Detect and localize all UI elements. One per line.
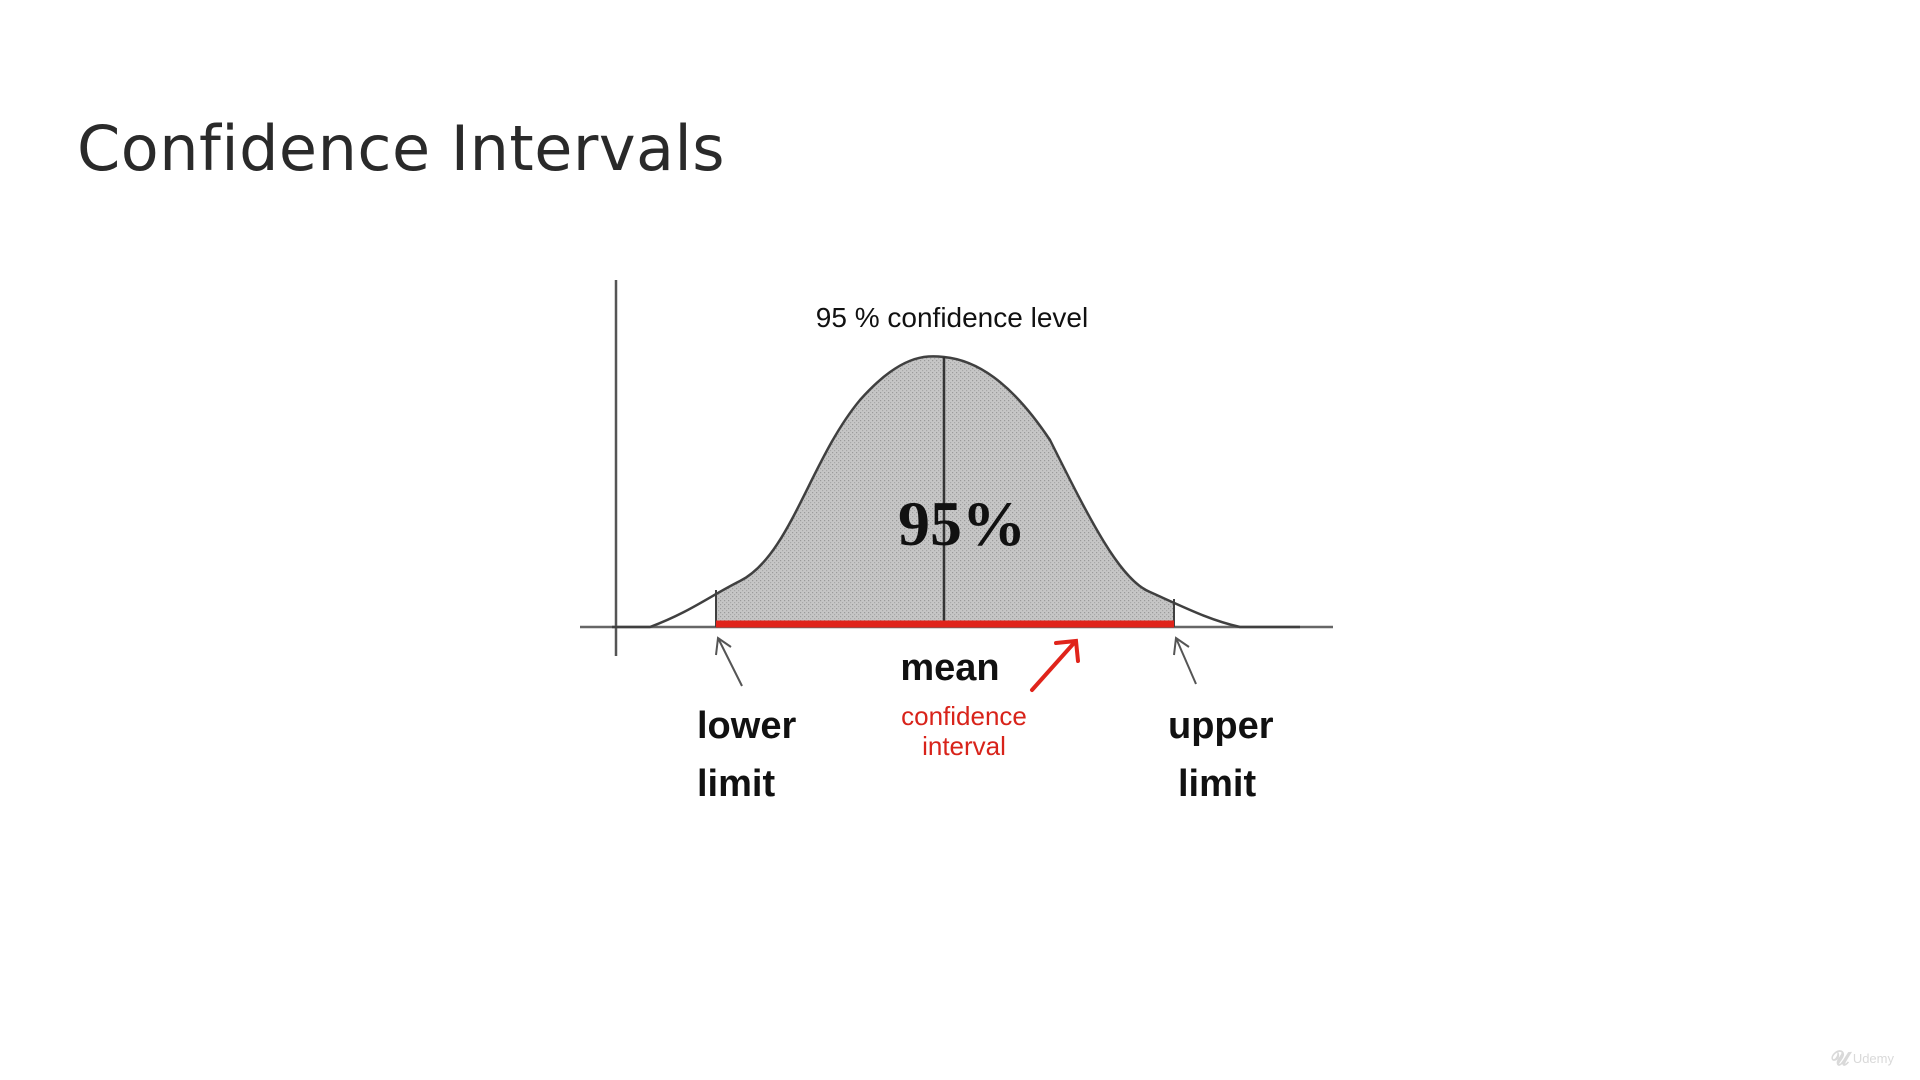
mean-label: mean — [900, 647, 999, 689]
lower-limit-label-line1: lower — [697, 705, 796, 747]
upper-limit-arrow — [1173, 636, 1197, 685]
watermark-text: Udemy — [1852, 1050, 1894, 1066]
bell-curve — [612, 355, 1300, 629]
udemy-watermark: 𝓤 Udemy — [1831, 1046, 1894, 1070]
upper-limit-label-line1: upper — [1168, 705, 1274, 747]
interval-arrow — [1030, 638, 1080, 692]
confidence-level-label: 95 % confidence level — [816, 302, 1088, 333]
center-percent-label: 95% — [898, 488, 1026, 559]
interval-label-line1: confidence — [901, 701, 1027, 731]
slide-title: Confidence Intervals — [77, 112, 726, 185]
lower-limit-arrow — [715, 636, 743, 687]
udemy-logo-icon: 𝓤 — [1831, 1046, 1849, 1070]
lower-limit-label-line2: limit — [697, 763, 775, 805]
interval-label-line2: interval — [922, 731, 1006, 761]
upper-limit-label-line2: limit — [1178, 763, 1256, 805]
